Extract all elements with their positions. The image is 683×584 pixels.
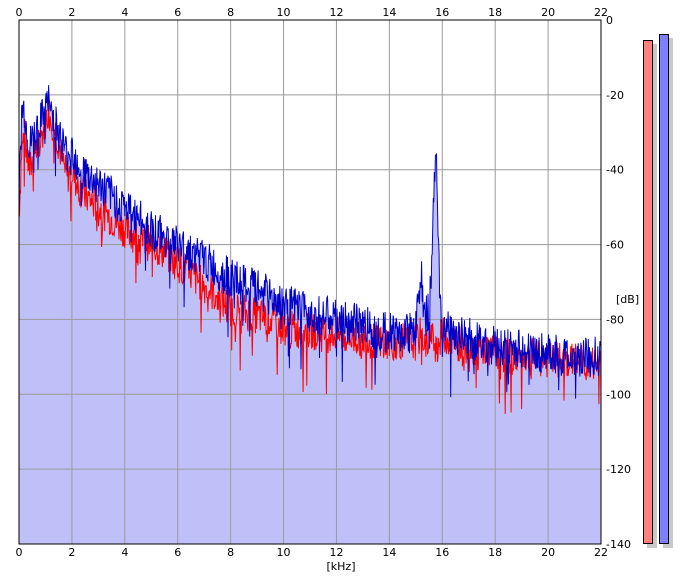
x-tick-top-10: 10	[277, 6, 291, 19]
x-tick-bottom-6: 6	[174, 546, 181, 559]
y-axis-label: [dB]	[616, 293, 639, 306]
x-tick-bottom-8: 8	[227, 546, 234, 559]
x-tick-top-8: 8	[227, 6, 234, 19]
x-tick-top-22: 22	[594, 6, 608, 19]
x-tick-top-6: 6	[174, 6, 181, 19]
x-tick-top-14: 14	[382, 6, 396, 19]
level-meter-left-bar	[643, 40, 653, 544]
x-tick-bottom-20: 20	[541, 546, 555, 559]
y-tick-minus-140: -140	[606, 538, 631, 551]
level-meter-right-bar	[659, 34, 669, 544]
y-tick-minus-80: -80	[606, 313, 624, 326]
x-tick-top-12: 12	[329, 6, 343, 19]
x-tick-bottom-10: 10	[277, 546, 291, 559]
x-tick-bottom-12: 12	[329, 546, 343, 559]
series-lines	[18, 85, 602, 415]
x-tick-top-0: 0	[16, 6, 23, 19]
x-tick-top-4: 4	[121, 6, 128, 19]
x-tick-top-2: 2	[68, 6, 75, 19]
x-tick-top-16: 16	[435, 6, 449, 19]
x-tick-bottom-16: 16	[435, 546, 449, 559]
x-tick-top-18: 18	[488, 6, 502, 19]
x-tick-labels-top: 0 2 4 6 8 10 12 14 16 18 20 22	[16, 6, 609, 19]
x-tick-top-20: 20	[541, 6, 555, 19]
y-tick-minus-100: -100	[606, 388, 631, 401]
y-tick-minus-60: -60	[606, 239, 624, 252]
level-meter-left	[643, 40, 657, 548]
level-meter-right	[659, 34, 673, 548]
y-tick-labels: 0 -20 -40 -60 -80 -100 -120 -140	[606, 14, 631, 551]
x-axis-label: [kHz]	[327, 560, 356, 573]
x-tick-bottom-22: 22	[594, 546, 608, 559]
y-tick-0: 0	[606, 14, 613, 27]
plot-frame	[18, 19, 602, 545]
x-tick-bottom-0: 0	[16, 546, 23, 559]
x-tick-bottom-14: 14	[382, 546, 396, 559]
y-tick-minus-20: -20	[606, 89, 624, 102]
x-tick-labels-bottom: 0 2 4 6 8 10 12 14 16 18 20 22	[16, 546, 609, 559]
series-line-2	[18, 85, 602, 399]
x-tick-bottom-2: 2	[68, 546, 75, 559]
y-tick-minus-40: -40	[606, 164, 624, 177]
y-tick-minus-120: -120	[606, 463, 631, 476]
x-tick-bottom-4: 4	[121, 546, 128, 559]
x-tick-bottom-18: 18	[488, 546, 502, 559]
